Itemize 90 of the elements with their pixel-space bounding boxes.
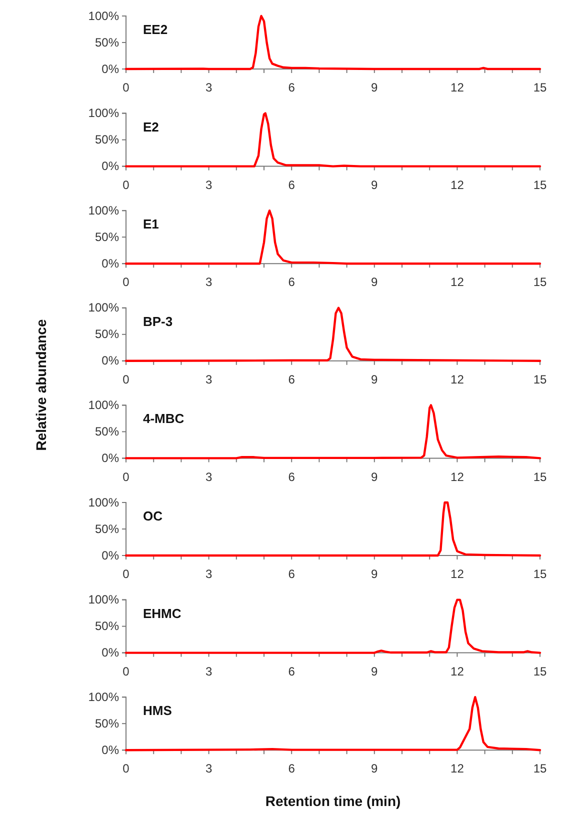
text: E2 bbox=[143, 119, 159, 134]
y-tick-label: 0% bbox=[102, 159, 120, 174]
y-tick-label: 50% bbox=[94, 132, 120, 147]
x-tick-label: 12 bbox=[450, 80, 464, 95]
text: E1 bbox=[143, 216, 159, 232]
x-tick-label: 6 bbox=[288, 567, 296, 582]
x-tick-label: 9 bbox=[371, 372, 378, 386]
x-tick-label: 12 bbox=[450, 567, 464, 582]
x-tick-label: 9 bbox=[371, 470, 378, 484]
y-tick-label: 100% bbox=[88, 8, 120, 23]
y-tick-label: 0% bbox=[102, 62, 120, 76]
y-tick-label: 100% bbox=[88, 398, 120, 412]
x-tick-label: 3 bbox=[205, 567, 212, 582]
text: HMS bbox=[143, 703, 172, 718]
x-tick-label: 15 bbox=[533, 567, 547, 582]
y-tick-label: 50% bbox=[94, 230, 120, 244]
text: 4-MBC bbox=[143, 411, 185, 426]
x-tick-label: 6 bbox=[288, 372, 296, 386]
text: EE2 bbox=[143, 22, 168, 37]
line-series bbox=[124, 306, 542, 362]
line-series bbox=[124, 598, 542, 654]
y-tick-label: 0% bbox=[102, 451, 120, 466]
x-tick-label: 15 bbox=[533, 372, 547, 386]
line-series bbox=[124, 404, 542, 460]
y-tick-label: 50% bbox=[94, 522, 120, 536]
x-tick-label: 3 bbox=[205, 178, 212, 192]
text: OC bbox=[143, 508, 164, 524]
x-tick-label: 12 bbox=[450, 470, 464, 484]
y-tick-label: 100% bbox=[88, 690, 120, 704]
x-tick-label: 15 bbox=[533, 470, 547, 484]
y-tick-label: 50% bbox=[94, 35, 120, 50]
text: EHMC bbox=[143, 606, 182, 621]
x-tick-label: 9 bbox=[371, 567, 378, 582]
x-tick-label: 6 bbox=[288, 275, 296, 290]
y-tick-label: 50% bbox=[94, 424, 120, 439]
y-tick-label: 0% bbox=[102, 646, 120, 660]
y-tick-label: 0% bbox=[102, 354, 120, 368]
x-tick-label: 3 bbox=[205, 80, 212, 95]
y-tick-label: 100% bbox=[88, 300, 120, 315]
x-tick-label: 3 bbox=[205, 470, 212, 484]
x-tick-label: 6 bbox=[288, 470, 296, 484]
x-axis-title: Retention time (min) bbox=[265, 793, 401, 810]
line-series bbox=[124, 696, 542, 752]
x-tick-label: 0 bbox=[122, 567, 130, 582]
x-tick-label: 0 bbox=[122, 178, 130, 192]
y-tick-label: 0% bbox=[102, 742, 120, 757]
x-tick-label: 3 bbox=[205, 275, 212, 290]
y-tick-label: 0% bbox=[102, 256, 120, 270]
x-tick-label: 12 bbox=[450, 275, 464, 290]
x-tick-label: 15 bbox=[533, 664, 547, 678]
line-series bbox=[124, 210, 542, 265]
line-series bbox=[124, 14, 542, 70]
x-tick-label: 9 bbox=[371, 80, 378, 95]
x-tick-label: 6 bbox=[288, 762, 296, 776]
x-tick-label: 15 bbox=[533, 80, 547, 95]
x-tick-label: 15 bbox=[533, 275, 547, 290]
y-tick-label: 50% bbox=[94, 327, 120, 342]
y-tick-label: 100% bbox=[88, 592, 120, 607]
line-series bbox=[124, 112, 542, 168]
x-tick-label: 0 bbox=[122, 470, 130, 484]
x-tick-label: 3 bbox=[205, 762, 212, 776]
x-tick-label: 0 bbox=[122, 664, 130, 678]
y-tick-label: 50% bbox=[94, 716, 120, 730]
x-tick-label: 9 bbox=[371, 664, 378, 678]
x-tick-label: 12 bbox=[450, 178, 464, 192]
y-tick-label: 100% bbox=[88, 106, 120, 120]
text: BP-3 bbox=[143, 314, 173, 329]
x-tick-label: 9 bbox=[371, 275, 378, 290]
x-tick-label: 12 bbox=[450, 372, 464, 386]
x-tick-label: 0 bbox=[122, 80, 130, 95]
y-tick-label: 0% bbox=[102, 548, 120, 562]
x-tick-label: 12 bbox=[450, 762, 464, 776]
y-tick-label: 100% bbox=[88, 203, 120, 218]
x-tick-label: 3 bbox=[205, 372, 212, 386]
line-series bbox=[124, 501, 542, 557]
y-tick-label: 50% bbox=[94, 619, 120, 634]
x-tick-label: 9 bbox=[371, 762, 378, 776]
x-tick-label: 6 bbox=[288, 664, 296, 678]
x-tick-label: 6 bbox=[288, 178, 296, 192]
x-tick-label: 0 bbox=[122, 275, 130, 290]
x-tick-label: 0 bbox=[122, 372, 130, 386]
x-tick-label: 3 bbox=[205, 664, 212, 678]
x-tick-label: 12 bbox=[450, 664, 464, 678]
y-tick-label: 100% bbox=[88, 495, 120, 510]
x-tick-label: 15 bbox=[533, 762, 547, 776]
x-tick-label: 6 bbox=[288, 80, 296, 95]
x-tick-label: 0 bbox=[122, 762, 130, 776]
x-tick-label: 9 bbox=[371, 178, 378, 192]
x-tick-label: 15 bbox=[533, 178, 547, 192]
y-axis-title: Relative abundance bbox=[33, 319, 49, 451]
